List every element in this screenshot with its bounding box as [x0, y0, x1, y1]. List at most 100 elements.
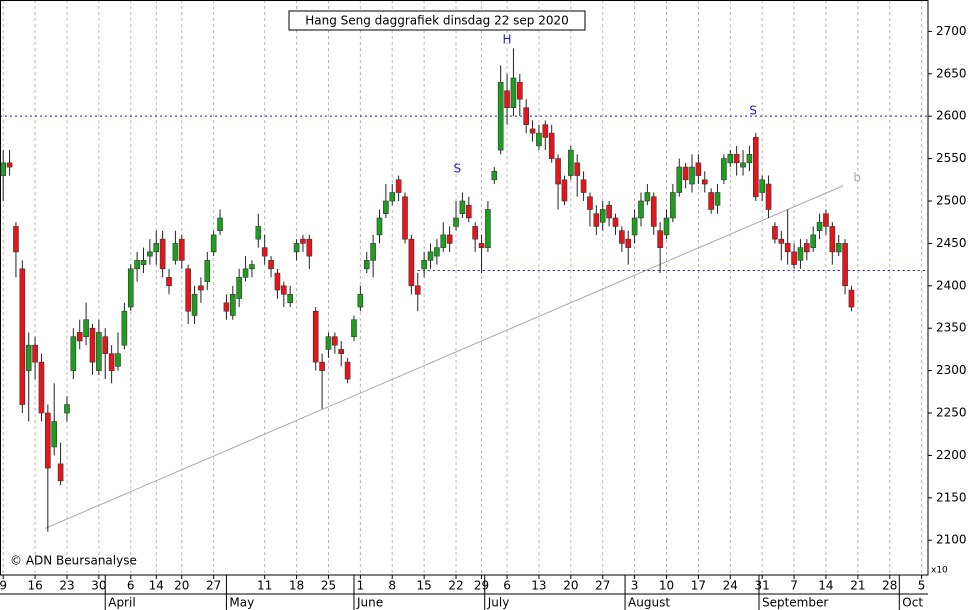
candle-body	[255, 226, 262, 240]
x-tick-label: 7	[790, 579, 798, 593]
x-tick-label: 27	[206, 579, 221, 593]
candle-body	[319, 361, 325, 371]
candle-body	[312, 310, 319, 363]
y-tick-label: 2150	[936, 490, 967, 504]
candle-body	[765, 183, 772, 210]
candle-body	[542, 124, 549, 138]
x-tick-label: 17	[691, 579, 706, 593]
candle-body	[823, 213, 829, 227]
candle-body	[115, 353, 121, 367]
candle-body	[842, 243, 848, 287]
candle-body	[440, 234, 447, 248]
candle-body	[166, 277, 172, 287]
month-label: June	[356, 596, 383, 610]
y-tick-label: 2100	[936, 533, 967, 547]
x-tick-label: 20	[563, 579, 578, 593]
month-label: April	[108, 596, 135, 610]
annotation: S	[453, 161, 461, 175]
y-tick-label: 2300	[936, 363, 967, 377]
candle-body	[568, 149, 574, 176]
candle-body	[759, 179, 765, 193]
chart-title: Hang Seng daggrafiek dinsdag 22 sep 2020	[305, 14, 569, 28]
trendline	[45, 185, 844, 529]
candle-body	[740, 162, 746, 168]
candle-body	[663, 217, 670, 236]
x-tick-label: 31	[755, 579, 770, 593]
candle-body	[548, 132, 555, 159]
month-label: July	[487, 596, 510, 610]
candle-body	[300, 238, 306, 244]
candle-body	[510, 77, 517, 109]
x-tick-label: 5	[918, 579, 926, 593]
month-label: Oct	[902, 596, 923, 610]
candle-body	[434, 247, 440, 257]
candle-body	[708, 192, 714, 210]
y-tick-label: 2650	[936, 66, 967, 80]
candle-body	[204, 260, 211, 282]
candle-body	[816, 221, 823, 231]
candle-body	[459, 200, 466, 215]
candle-body	[127, 268, 134, 308]
x-tick-label: 6	[127, 579, 135, 593]
candle-body	[217, 217, 223, 231]
month-label: September	[762, 596, 828, 610]
candle-body	[274, 272, 281, 291]
candle-body	[57, 463, 64, 482]
axes: 9 16 23 30 6 14 20 27 11 18 25 1 8 15 22 29 6 13 20 27 3 10 17…	[0, 575, 925, 610]
candle-body	[848, 289, 855, 308]
candle-body	[51, 421, 58, 448]
candle-body	[25, 344, 32, 371]
candle-body	[491, 171, 498, 181]
y-tick-label: 2600	[936, 109, 967, 123]
candle-body	[172, 243, 179, 261]
candle-body	[599, 209, 606, 223]
x-tick-label: 20	[174, 579, 189, 593]
candle-body	[242, 268, 249, 278]
plot: H S Sb	[0, 32, 928, 532]
candle-body	[638, 200, 644, 219]
candle-body	[625, 238, 632, 248]
candle-body	[472, 226, 478, 240]
candle-body	[389, 192, 396, 202]
annotation: b	[853, 171, 861, 185]
candle-body	[427, 251, 434, 261]
x-tick-label: 10	[659, 579, 674, 593]
candle-body	[561, 179, 568, 202]
candle-body	[223, 302, 230, 312]
candle-body	[236, 277, 242, 299]
right-axis: 2100 2150 2200 2250 2300 2350 2400 2450 2500 2550…	[928, 24, 967, 547]
candle-body	[721, 158, 727, 181]
candle-body	[421, 260, 427, 270]
candle-body	[178, 238, 185, 261]
x-tick-label: 28	[882, 579, 897, 593]
y-tick-label: 2450	[936, 236, 967, 250]
y-tick-label: 2350	[936, 321, 967, 335]
y-tick-label: 2550	[936, 151, 967, 165]
candle-body	[810, 234, 816, 248]
candle-body	[465, 204, 472, 219]
candle-body	[829, 226, 836, 253]
candle-body	[529, 128, 536, 134]
candle-body	[147, 251, 153, 257]
x-tick-label: 14	[149, 579, 164, 593]
x-tick-label: 16	[27, 579, 42, 593]
annotation: S	[749, 104, 757, 118]
x-tick-label: 30	[91, 579, 106, 593]
candle-body	[198, 285, 204, 291]
candle-body	[606, 204, 612, 219]
candle-body	[376, 217, 383, 236]
candle-body	[727, 154, 734, 164]
y-tick-label: 2250	[936, 406, 967, 420]
candle-body	[555, 158, 561, 185]
candle-body	[338, 349, 345, 354]
candle-body	[261, 247, 268, 257]
candle-body	[453, 217, 459, 227]
candle-body	[332, 336, 338, 346]
candle-body	[70, 336, 77, 371]
candle-body	[797, 247, 804, 261]
x-tick-label: 14	[818, 579, 833, 593]
candle-body	[13, 226, 19, 253]
candle-body	[784, 243, 791, 253]
y-tick-label: 2200	[936, 448, 967, 462]
